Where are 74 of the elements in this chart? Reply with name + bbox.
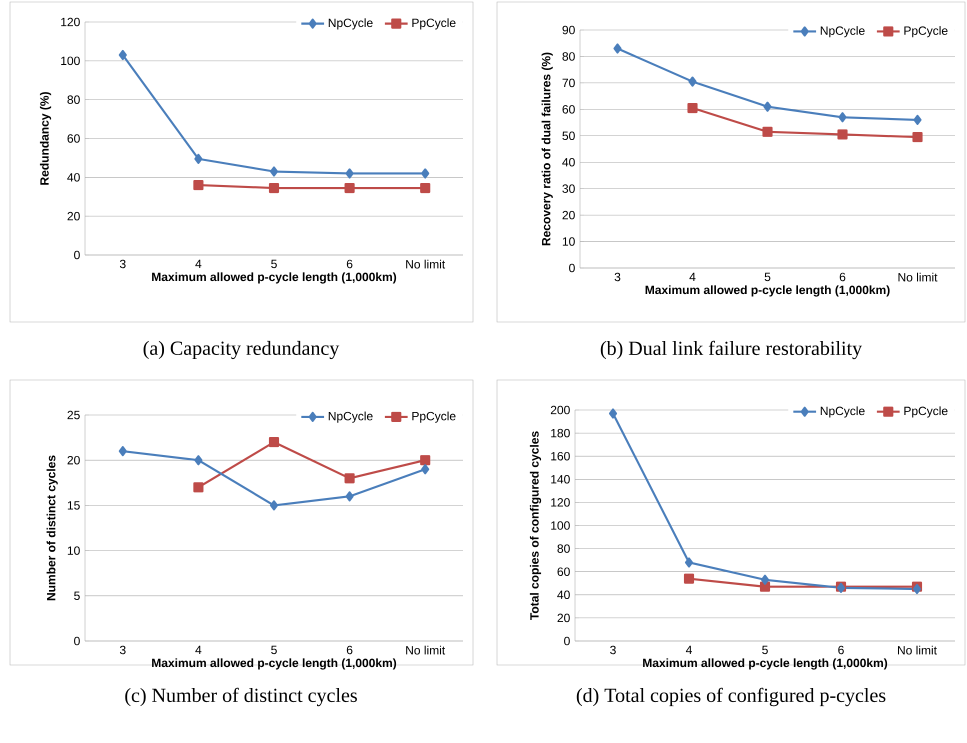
x-tick-label: 4 [686,646,692,654]
y-tick-label: 80 [562,52,575,61]
x-tick-label: No limit [406,646,446,655]
y-tick-label: 200 [550,406,570,414]
x-tick-label: 4 [195,646,202,654]
y-tick-label: 40 [557,590,570,600]
text: (c) Number of distinct cycles [125,688,357,706]
legend-label: NpCycle [820,26,865,38]
x-tick-label: 5 [271,646,277,654]
y-axis-title: Redundancy (%) [40,92,52,185]
y-tick-label: 10 [562,237,575,246]
y-tick-label: 160 [551,452,570,460]
y-tick-label: 15 [68,501,80,510]
y-tick-label: 40 [562,158,575,166]
legend-label: NpCycle [328,412,373,423]
x-axis-title: Maximum allowed p-cycle length (1,000km) [643,658,888,670]
y-tick-label: 10 [68,546,80,555]
y-tick-label: 60 [562,105,575,114]
x-tick-label: 3 [120,260,126,268]
x-tick-label: 6 [838,646,844,654]
y-tick-label: 140 [551,475,570,484]
y-tick-label: 20 [558,614,570,622]
y-tick-label: 80 [557,544,570,553]
x-tick-label: No limit [898,646,937,655]
legend-label: PpCycle [412,412,456,423]
x-tick-label: 5 [762,646,768,654]
legend-label: NpCycle [328,18,373,30]
legend-label: PpCycle [904,26,948,38]
y-tick-label: 120 [61,18,80,26]
y-tick-label: 180 [551,428,570,438]
legend-label: NpCycle [820,406,865,418]
x-tick-label: 4 [689,272,696,281]
x-tick-label: 6 [346,260,352,268]
y-tick-label: 60 [558,567,570,576]
x-tick-label: 4 [195,260,202,268]
text: (a) Capacity redundancy [144,340,340,360]
legend-label: PpCycle [412,18,456,30]
y-tick-label: 120 [551,498,570,507]
y-tick-label: 0 [74,636,80,646]
x-tick-label: 3 [120,646,126,654]
y-tick-label: 80 [67,95,80,104]
y-axis-title: Number of distinct cycles [46,455,58,600]
y-axis-title: Recovery ratio of dual failures (%) [542,52,553,246]
y-tick-label: 70 [562,78,575,88]
x-axis-title: Maximum allowed p-cycle length (1,000km) [152,658,396,670]
y-axis-title: Total copies of configured cycles [530,431,542,620]
x-tick-label: 5 [271,260,277,268]
legend-label: PpCycle [904,406,948,418]
y-tick-label: 0 [569,264,575,272]
y-tick-label: 30 [562,184,575,193]
x-axis-title: Maximum allowed p-cycle length (1,000km) [646,285,890,297]
y-tick-label: 20 [68,456,80,464]
x-tick-label: No limit [898,272,938,282]
y-tick-label: 60 [68,134,80,143]
y-tick-label: 0 [564,636,570,646]
y-tick-label: 5 [74,592,80,600]
y-tick-label: 0 [74,250,80,260]
x-axis-title: Maximum allowed p-cycle length (1,000km) [152,272,396,284]
y-tick-label: 25 [68,410,80,420]
x-tick-label: No limit [406,260,446,269]
y-tick-label: 20 [68,212,80,220]
x-tick-label: 3 [610,646,616,654]
x-tick-label: 6 [346,646,352,654]
y-tick-label: 100 [61,56,80,66]
x-tick-label: 6 [840,272,846,282]
x-tick-label: 5 [764,272,770,282]
y-tick-label: 100 [551,521,570,530]
y-tick-label: 40 [67,173,80,182]
text: (d) Total copies of configured p-cycles [576,688,886,706]
x-tick-label: 3 [614,272,620,282]
text: (b) Dual link failure restorability [600,340,862,360]
y-tick-label: 20 [562,210,575,220]
y-tick-label: 90 [562,26,575,34]
y-tick-label: 50 [562,132,575,140]
